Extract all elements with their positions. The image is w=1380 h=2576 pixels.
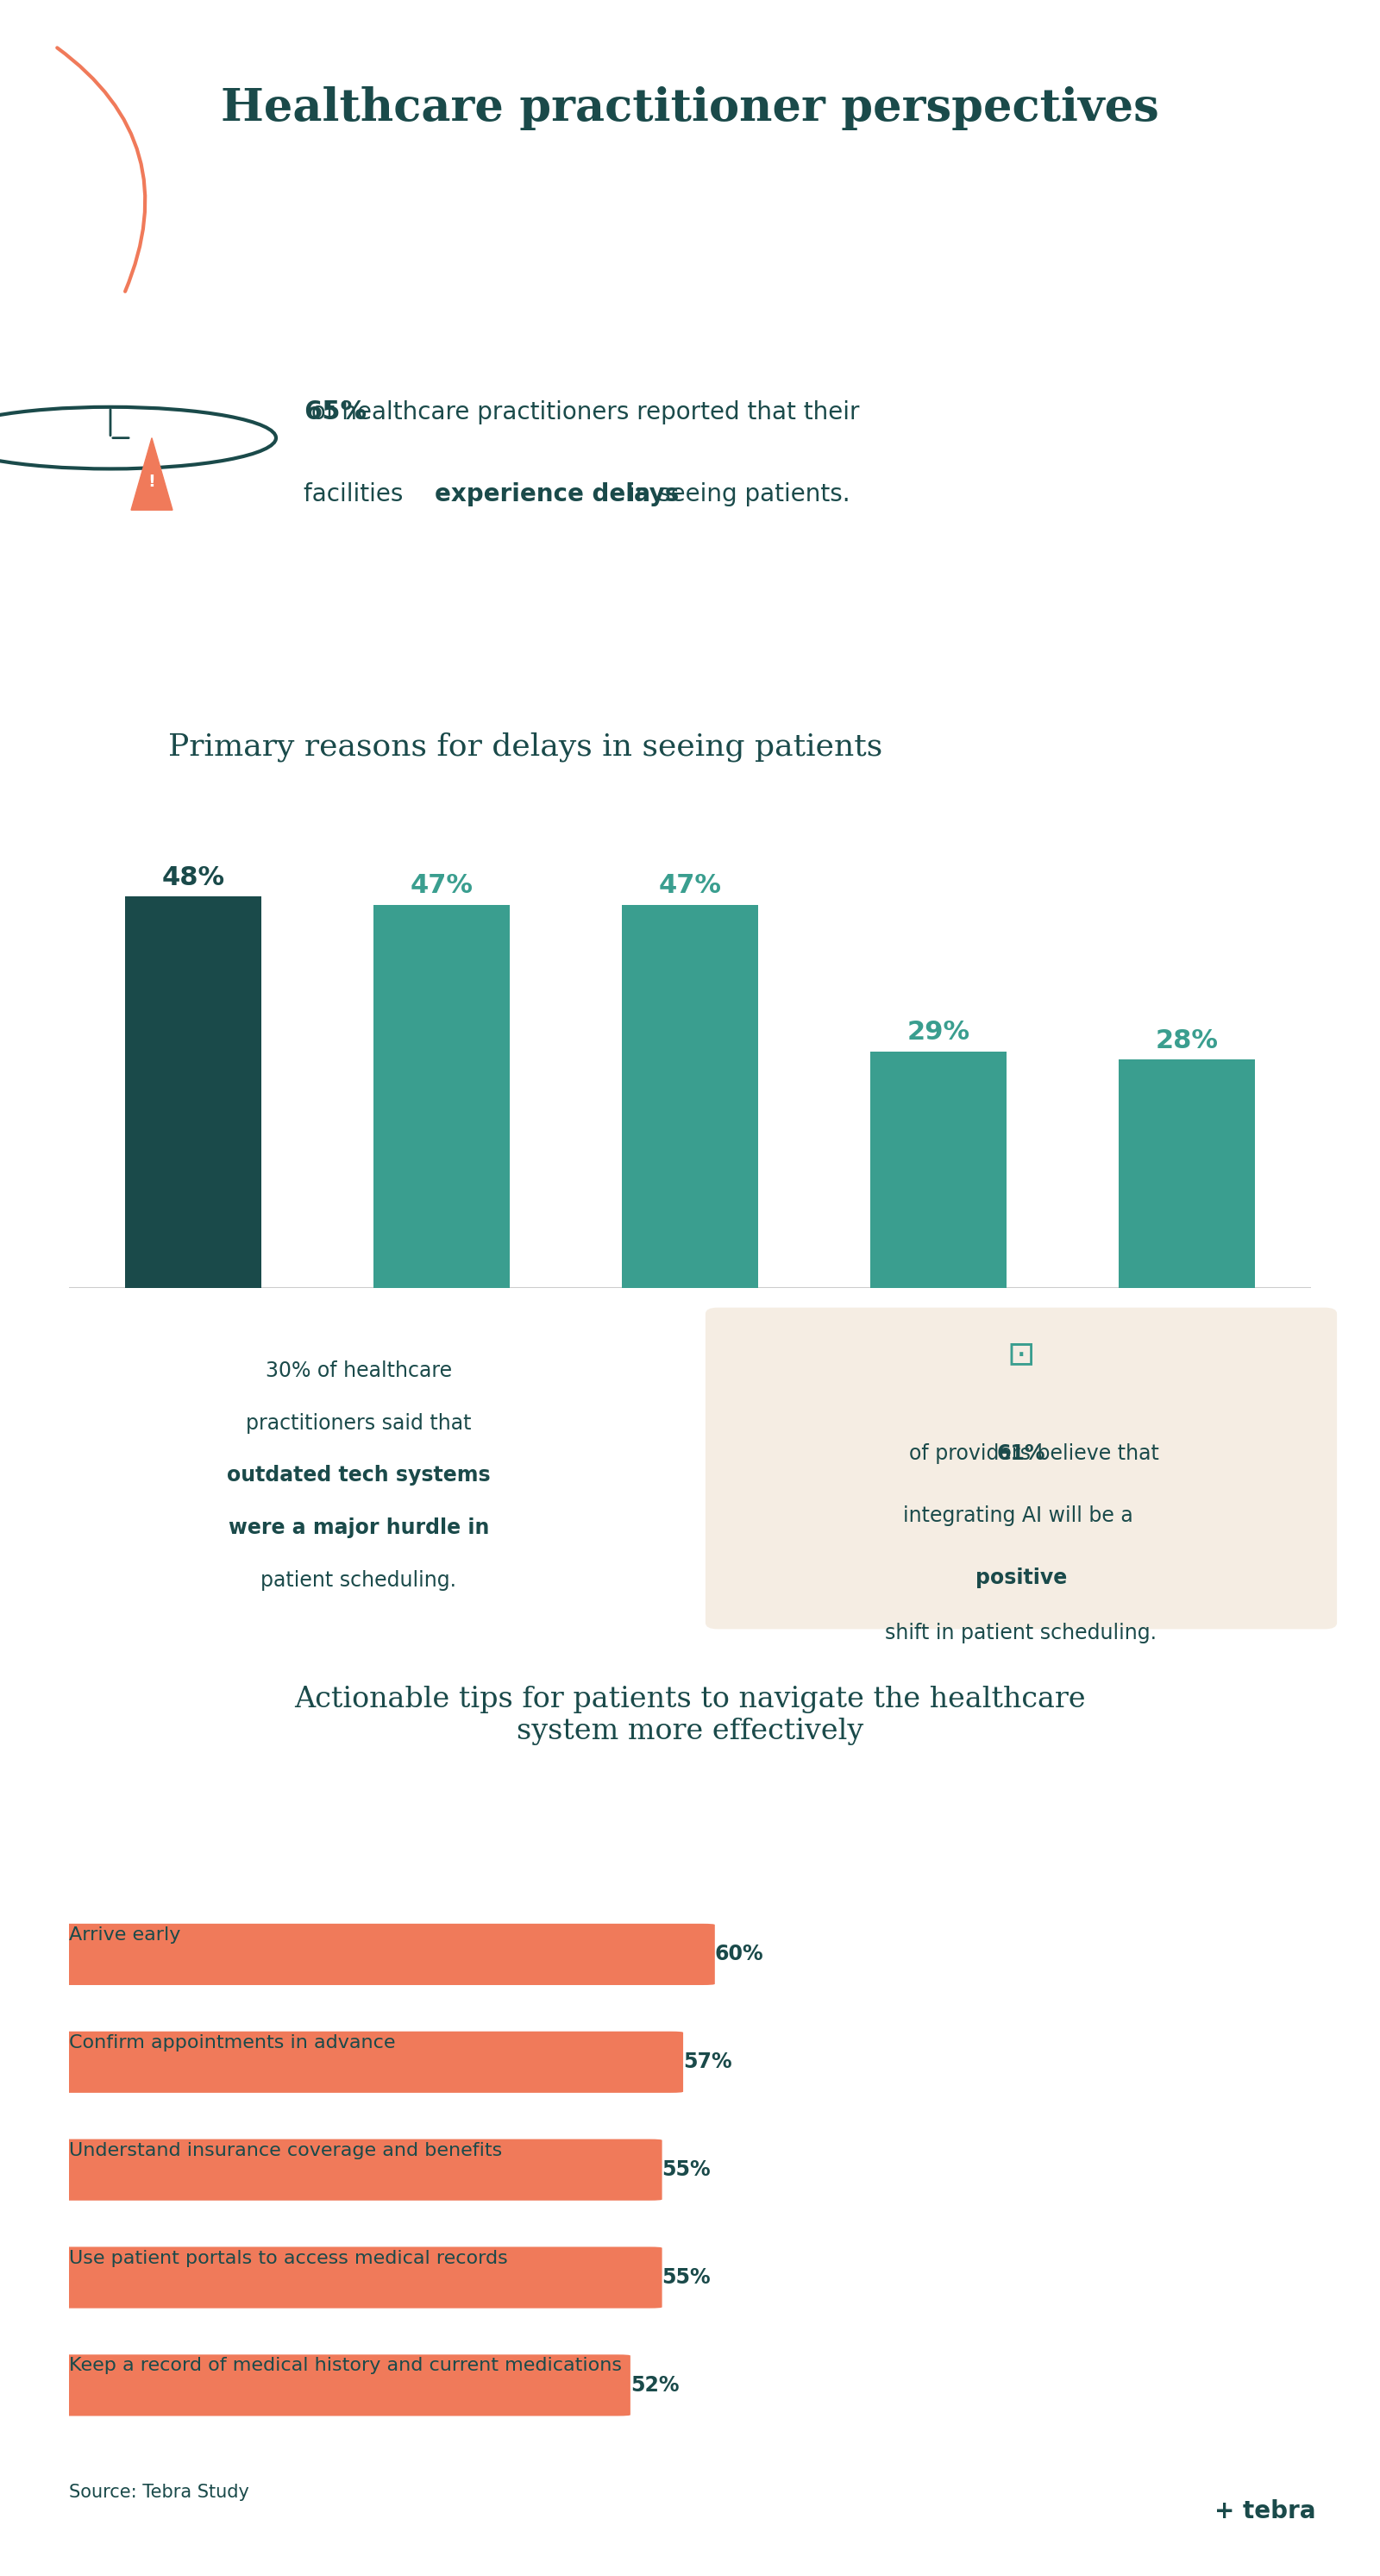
FancyBboxPatch shape <box>57 2246 662 2308</box>
Text: 28%: 28% <box>1155 1028 1219 1054</box>
Bar <box>373 904 509 1288</box>
Text: 57%: 57% <box>683 2050 731 2074</box>
Text: Confirm appointments in advance: Confirm appointments in advance <box>69 2035 396 2050</box>
Text: + tebra: + tebra <box>1214 2499 1315 2524</box>
Text: Source: Tebra Study: Source: Tebra Study <box>69 2483 250 2501</box>
Text: 48%: 48% <box>161 866 225 889</box>
Bar <box>1118 1059 1256 1288</box>
Text: ⊡: ⊡ <box>1007 1340 1035 1370</box>
Text: 47%: 47% <box>658 873 722 899</box>
Text: of healthcare practitioners reported that their: of healthcare practitioners reported tha… <box>304 399 860 425</box>
Text: Arrive early: Arrive early <box>69 1927 181 1942</box>
FancyBboxPatch shape <box>57 2032 683 2092</box>
Text: Healthcare practitioner perspectives: Healthcare practitioner perspectives <box>221 85 1159 131</box>
Bar <box>126 896 262 1288</box>
Text: Primary reasons for delays in seeing patients: Primary reasons for delays in seeing pat… <box>168 732 883 762</box>
Text: Understand insurance coverage and benefits: Understand insurance coverage and benefi… <box>69 2141 502 2159</box>
FancyBboxPatch shape <box>57 2138 662 2200</box>
Text: outdated tech systems: outdated tech systems <box>226 1466 491 1486</box>
Text: patient scheduling.: patient scheduling. <box>261 1571 457 1592</box>
FancyBboxPatch shape <box>57 1924 715 1986</box>
Text: 55%: 55% <box>662 2267 711 2287</box>
FancyBboxPatch shape <box>57 2354 631 2416</box>
Text: 52%: 52% <box>631 2375 679 2396</box>
Text: 30% of healthcare: 30% of healthcare <box>265 1360 453 1381</box>
Text: 61%: 61% <box>996 1443 1046 1463</box>
Text: Actionable tips for patients to navigate the healthcare
system more effectively: Actionable tips for patients to navigate… <box>294 1685 1086 1747</box>
Text: were a major hurdle in: were a major hurdle in <box>229 1517 489 1538</box>
Text: practitioners said that: practitioners said that <box>246 1412 472 1432</box>
Text: 55%: 55% <box>662 2159 711 2179</box>
Text: facilities: facilities <box>304 482 411 507</box>
Text: 29%: 29% <box>907 1020 970 1046</box>
Text: of providers believe that: of providers believe that <box>883 1443 1159 1463</box>
Text: 60%: 60% <box>715 1945 763 1965</box>
Text: in seeing patients.: in seeing patients. <box>621 482 850 507</box>
Text: 65%: 65% <box>304 399 367 425</box>
Bar <box>621 904 759 1288</box>
Text: 47%: 47% <box>410 873 473 899</box>
FancyBboxPatch shape <box>705 1309 1337 1628</box>
Text: experience delays: experience delays <box>435 482 679 507</box>
Text: integrating AI will be a: integrating AI will be a <box>903 1504 1140 1525</box>
Polygon shape <box>131 438 172 510</box>
Text: Keep a record of medical history and current medications: Keep a record of medical history and cur… <box>69 2357 622 2375</box>
Text: !: ! <box>148 474 156 489</box>
Text: positive: positive <box>976 1566 1067 1587</box>
Text: Use patient portals to access medical records: Use patient portals to access medical re… <box>69 2249 508 2267</box>
Bar <box>871 1051 1007 1288</box>
Text: shift in patient scheduling.: shift in patient scheduling. <box>886 1623 1156 1643</box>
